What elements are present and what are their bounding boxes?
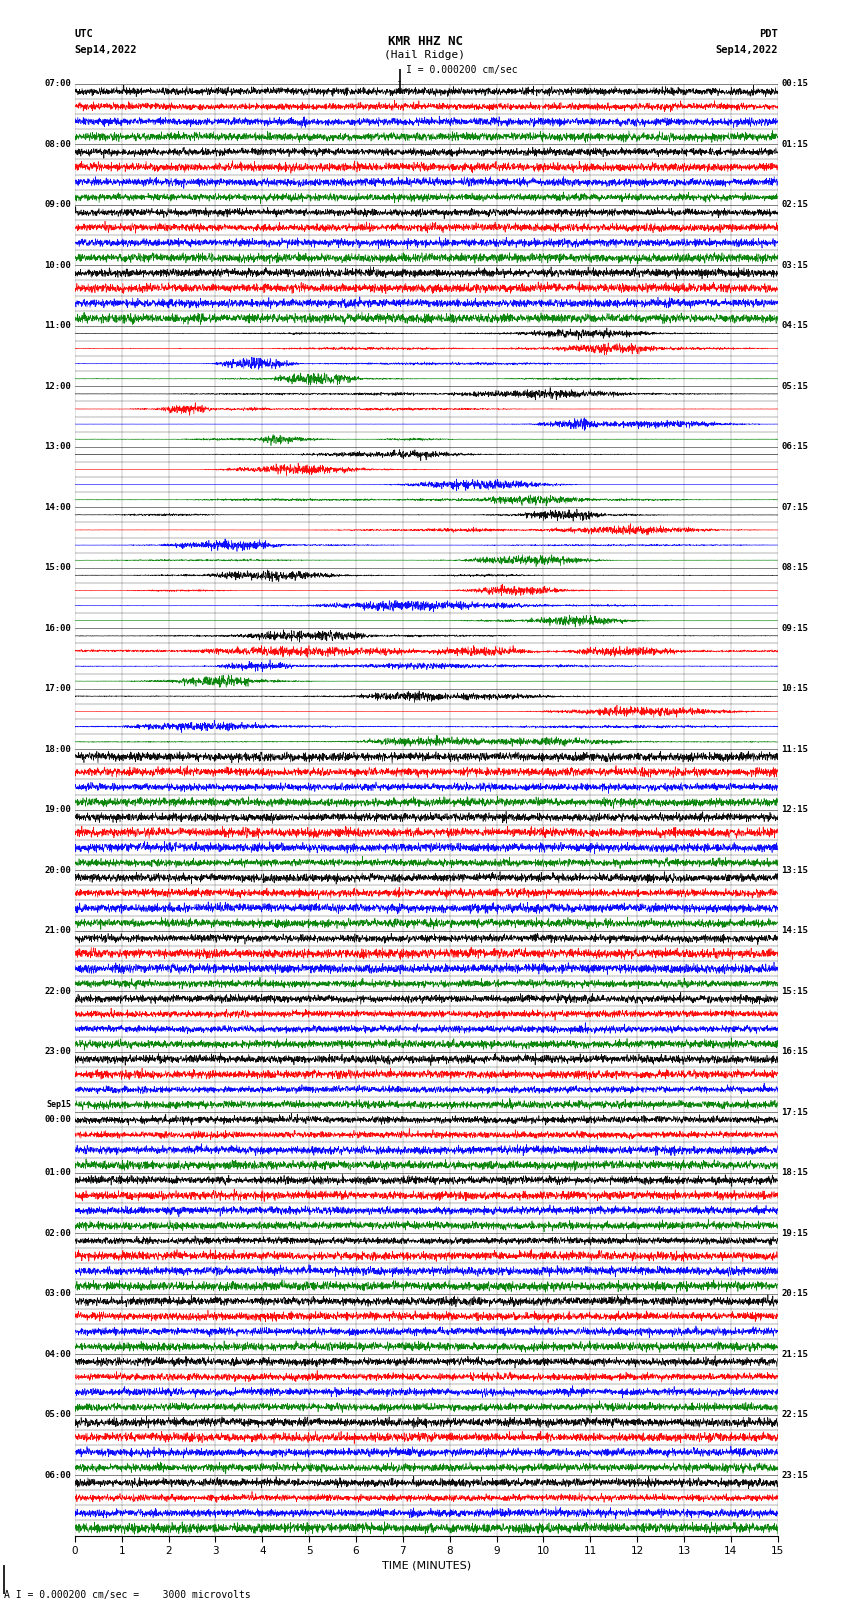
Text: 22:00: 22:00 [44, 987, 71, 995]
Text: 12:15: 12:15 [781, 805, 808, 815]
Text: 10:00: 10:00 [44, 261, 71, 269]
Text: 12:00: 12:00 [44, 382, 71, 390]
Text: 07:00: 07:00 [44, 79, 71, 89]
Text: 10:15: 10:15 [781, 684, 808, 694]
Text: 22:15: 22:15 [781, 1410, 808, 1419]
Text: 16:15: 16:15 [781, 1047, 808, 1057]
Text: PDT: PDT [759, 29, 778, 39]
Text: 01:00: 01:00 [44, 1168, 71, 1177]
Text: 23:00: 23:00 [44, 1047, 71, 1057]
Text: Sep14,2022: Sep14,2022 [715, 45, 778, 55]
Text: 07:15: 07:15 [781, 503, 808, 511]
Text: 21:00: 21:00 [44, 926, 71, 936]
Text: UTC: UTC [75, 29, 94, 39]
Text: 00:00: 00:00 [44, 1116, 71, 1124]
Text: 17:00: 17:00 [44, 684, 71, 694]
Text: 15:00: 15:00 [44, 563, 71, 573]
Text: 18:00: 18:00 [44, 745, 71, 753]
Text: 09:15: 09:15 [781, 624, 808, 632]
Text: 13:00: 13:00 [44, 442, 71, 452]
Text: 18:15: 18:15 [781, 1168, 808, 1177]
Text: 00:15: 00:15 [781, 79, 808, 89]
Text: 11:15: 11:15 [781, 745, 808, 753]
Text: Sep14,2022: Sep14,2022 [75, 45, 138, 55]
Text: 05:15: 05:15 [781, 382, 808, 390]
Text: 04:15: 04:15 [781, 321, 808, 331]
Text: 03:15: 03:15 [781, 261, 808, 269]
Text: 20:15: 20:15 [781, 1289, 808, 1298]
Text: (Hail Ridge): (Hail Ridge) [384, 50, 466, 60]
Text: 16:00: 16:00 [44, 624, 71, 632]
Text: I = 0.000200 cm/sec: I = 0.000200 cm/sec [406, 65, 518, 74]
Text: 09:00: 09:00 [44, 200, 71, 210]
Text: 19:15: 19:15 [781, 1229, 808, 1237]
Text: 08:15: 08:15 [781, 563, 808, 573]
Text: 06:00: 06:00 [44, 1471, 71, 1479]
Text: 21:15: 21:15 [781, 1350, 808, 1358]
Text: 05:00: 05:00 [44, 1410, 71, 1419]
Text: 14:15: 14:15 [781, 926, 808, 936]
Text: 03:00: 03:00 [44, 1289, 71, 1298]
Text: KMR HHZ NC: KMR HHZ NC [388, 35, 462, 48]
Text: 02:00: 02:00 [44, 1229, 71, 1237]
Text: 20:00: 20:00 [44, 866, 71, 874]
Text: 04:00: 04:00 [44, 1350, 71, 1358]
Text: 08:00: 08:00 [44, 140, 71, 148]
Text: 13:15: 13:15 [781, 866, 808, 874]
Text: 19:00: 19:00 [44, 805, 71, 815]
Text: 11:00: 11:00 [44, 321, 71, 331]
Text: 06:15: 06:15 [781, 442, 808, 452]
Text: 01:15: 01:15 [781, 140, 808, 148]
Text: 14:00: 14:00 [44, 503, 71, 511]
Text: 17:15: 17:15 [781, 1108, 808, 1116]
Text: 23:15: 23:15 [781, 1471, 808, 1479]
Text: Sep15: Sep15 [47, 1100, 71, 1110]
X-axis label: TIME (MINUTES): TIME (MINUTES) [382, 1560, 471, 1569]
Text: 15:15: 15:15 [781, 987, 808, 995]
Text: 02:15: 02:15 [781, 200, 808, 210]
Text: A I = 0.000200 cm/sec =    3000 microvolts: A I = 0.000200 cm/sec = 3000 microvolts [4, 1590, 251, 1600]
